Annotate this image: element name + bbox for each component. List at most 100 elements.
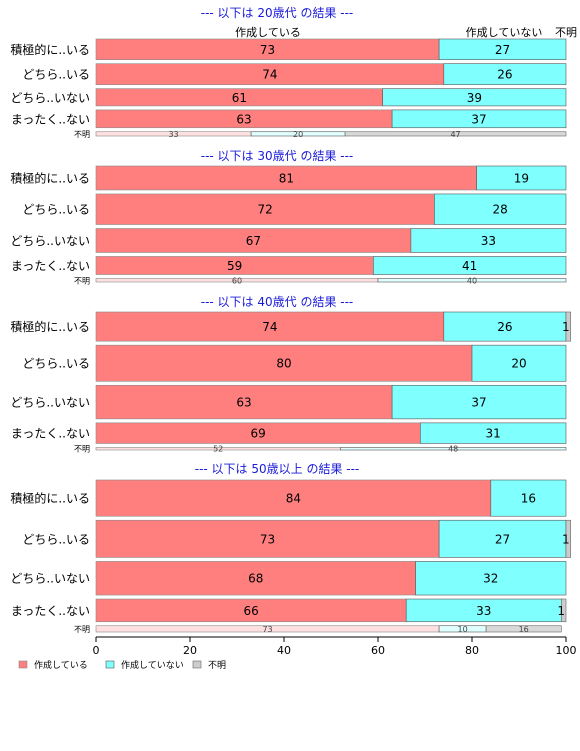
data-label: 72 [258, 203, 273, 217]
category-label: まったく..ない [11, 112, 90, 126]
data-label: 63 [236, 112, 251, 126]
category-label: まったく..ない [11, 427, 90, 441]
category-label: まったく..ない [11, 604, 90, 618]
x-tick-label: 20 [183, 644, 197, 657]
panel-title: --- 以下は 30歳代 の結果 --- [201, 149, 354, 163]
bar-segment-作成している [95, 193, 435, 225]
category-label: 積極的に..いる [10, 42, 90, 57]
data-label: 37 [471, 396, 486, 410]
data-label: 1 [562, 320, 570, 334]
bar-segment-作成している [95, 561, 416, 596]
category-label: 積極的に..いる [10, 491, 90, 506]
category-label: どちら..いない [10, 91, 90, 105]
category-label: どちら..いない [10, 572, 90, 586]
data-label: 26 [497, 68, 512, 82]
legend-swatch [18, 660, 28, 669]
data-label: 73 [260, 532, 275, 546]
bar-segment-作成していない [434, 193, 567, 225]
data-label: 52 [213, 445, 223, 454]
bar-segment-不明 [344, 131, 567, 137]
x-tick-label: 80 [465, 644, 479, 657]
category-label: まったく..ない [11, 259, 90, 273]
x-tick-label: 0 [93, 644, 100, 657]
bar-segment-作成していない [490, 479, 567, 517]
bar-segment-不明 [565, 519, 571, 558]
data-label: 31 [486, 427, 501, 441]
data-label: 41 [462, 259, 477, 273]
bar-segment-作成していない [438, 519, 567, 558]
x-tick-label: 40 [277, 644, 291, 657]
bar-segment-不明 [565, 311, 571, 342]
data-label: 84 [286, 492, 301, 506]
data-label: 80 [276, 357, 291, 371]
data-label: 33 [168, 130, 178, 139]
bar-segment-作成している [95, 519, 440, 558]
panel-title: --- 以下は 40歳代 の結果 --- [201, 295, 354, 309]
data-label: 47 [450, 130, 460, 139]
category-label-unknown: 不明 [74, 130, 90, 139]
data-label: 33 [481, 234, 496, 248]
bar-segment-作成していない [340, 447, 567, 451]
bar-segment-作成していない [372, 256, 567, 275]
category-label: 積極的に..いる [10, 319, 90, 334]
bar-segment-作成していない [419, 422, 567, 444]
category-label: どちら..いる [22, 68, 90, 82]
data-label: 68 [248, 572, 263, 586]
bar-segment-作成していない [415, 561, 567, 596]
category-label: どちら..いる [22, 357, 90, 371]
data-label: 27 [495, 43, 510, 57]
x-tick-label: 60 [371, 644, 385, 657]
data-label: 1 [562, 532, 570, 546]
bar-segment-作成している [95, 479, 492, 517]
data-label: 73 [260, 43, 275, 57]
bar-segment-不明 [560, 598, 567, 623]
category-label: 積極的に..いる [10, 170, 90, 185]
data-label: 10 [458, 625, 468, 634]
bar-segment-作成していない [391, 109, 567, 129]
bar-segment-作成している [95, 344, 473, 382]
category-label-unknown: 不明 [74, 625, 90, 634]
data-label: 26 [497, 320, 512, 334]
legend-label: 不明 [208, 660, 226, 671]
data-label: 27 [495, 532, 510, 546]
data-label: 61 [232, 91, 247, 105]
data-label: 67 [246, 234, 261, 248]
data-label: 16 [519, 625, 529, 634]
legend-label: 作成している [34, 659, 88, 671]
data-label: 20 [293, 130, 303, 139]
category-label-unknown: 不明 [74, 445, 90, 454]
bar-segment-作成している [95, 384, 393, 420]
bar-segment-作成していない [476, 165, 567, 191]
data-label: 37 [471, 112, 486, 126]
data-label: 63 [236, 396, 251, 410]
bar-segment-作成していない [377, 278, 567, 283]
data-label: 74 [262, 68, 277, 82]
data-label: 74 [262, 320, 277, 334]
header-label-unknown: 不明 [555, 26, 577, 39]
data-label: 66 [243, 604, 258, 618]
bar-segment-作成していない [443, 63, 567, 85]
header-label-yes: 作成している [235, 26, 301, 39]
bar-segment-作成していない [410, 228, 567, 253]
bar-segment-作成していない [438, 38, 567, 60]
data-label: 32 [483, 572, 498, 586]
data-label: 69 [251, 427, 266, 441]
legend-swatch [192, 660, 202, 669]
bar-segment-作成していない [382, 88, 567, 107]
data-label: 73 [262, 625, 272, 634]
data-label: 81 [279, 171, 294, 185]
bar-segment-作成している [95, 311, 445, 342]
data-label: 39 [467, 91, 482, 105]
data-label: 59 [227, 259, 242, 273]
data-label: 28 [493, 203, 508, 217]
panel-title: --- 以下は 20歳代 の結果 --- [201, 6, 354, 20]
data-label: 40 [467, 276, 477, 285]
data-label: 16 [521, 492, 536, 506]
bar-segment-作成していない [443, 311, 567, 342]
category-label: どちら..いない [10, 396, 90, 410]
category-label: どちら..いる [22, 203, 90, 217]
legend-swatch [105, 660, 115, 669]
bar-segment-不明 [485, 625, 562, 633]
data-label: 19 [514, 171, 529, 185]
